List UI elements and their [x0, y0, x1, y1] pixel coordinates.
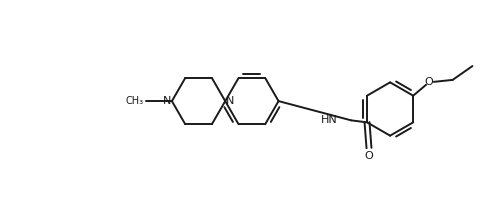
Text: CH₃: CH₃: [125, 96, 143, 106]
Text: O: O: [424, 77, 433, 87]
Text: O: O: [364, 151, 373, 161]
Text: N: N: [226, 96, 234, 106]
Text: N: N: [162, 96, 170, 106]
Text: HN: HN: [320, 115, 337, 125]
